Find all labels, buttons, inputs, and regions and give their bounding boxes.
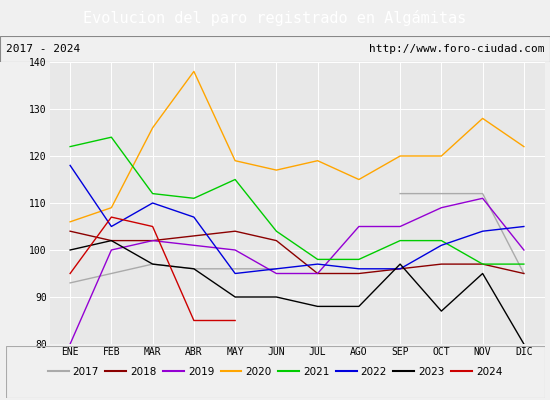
Text: Evolucion del paro registrado en Algámitas: Evolucion del paro registrado en Algámit… <box>84 10 466 26</box>
Text: http://www.foro-ciudad.com: http://www.foro-ciudad.com <box>369 44 544 54</box>
Legend: 2017, 2018, 2019, 2020, 2021, 2022, 2023, 2024: 2017, 2018, 2019, 2020, 2021, 2022, 2023… <box>43 363 507 381</box>
Text: 2017 - 2024: 2017 - 2024 <box>6 44 80 54</box>
